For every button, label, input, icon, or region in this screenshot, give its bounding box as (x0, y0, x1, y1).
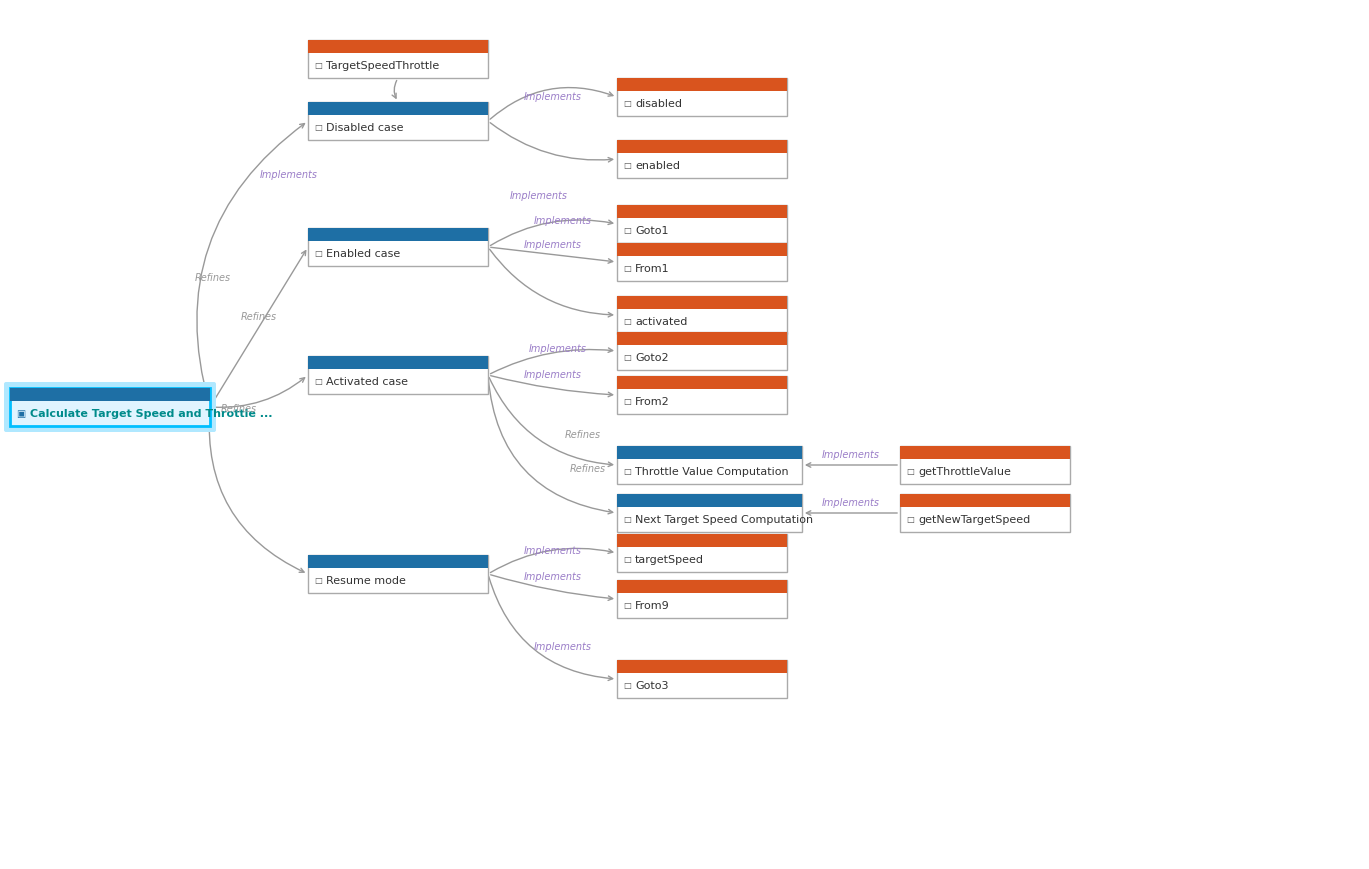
Text: disabled: disabled (635, 99, 682, 109)
Text: targetSpeed: targetSpeed (635, 554, 704, 565)
FancyBboxPatch shape (617, 534, 787, 547)
Text: Implements: Implements (523, 572, 582, 581)
FancyBboxPatch shape (617, 534, 787, 572)
Text: Implements: Implements (528, 344, 586, 354)
Text: □: □ (906, 515, 914, 524)
FancyBboxPatch shape (617, 78, 787, 91)
FancyBboxPatch shape (617, 332, 787, 345)
Text: Enabled case: Enabled case (326, 249, 400, 259)
FancyBboxPatch shape (617, 243, 787, 256)
Text: □: □ (623, 397, 631, 406)
Text: □: □ (623, 555, 631, 564)
Text: □: □ (623, 681, 631, 690)
Text: □: □ (906, 468, 914, 476)
Text: Implements: Implements (821, 450, 880, 460)
Text: □: □ (314, 576, 322, 585)
Text: □: □ (623, 264, 631, 273)
Text: Calculate Target Speed and Throttle ...: Calculate Target Speed and Throttle ... (30, 408, 272, 419)
FancyBboxPatch shape (617, 660, 787, 698)
FancyBboxPatch shape (617, 205, 787, 218)
Text: □: □ (623, 317, 631, 326)
FancyBboxPatch shape (308, 356, 487, 394)
Text: Implements: Implements (523, 370, 582, 380)
Text: getNewTargetSpeed: getNewTargetSpeed (919, 514, 1031, 525)
Text: getThrottleValue: getThrottleValue (919, 467, 1010, 477)
FancyBboxPatch shape (617, 205, 787, 243)
Text: Implements: Implements (511, 191, 568, 201)
FancyBboxPatch shape (617, 446, 802, 484)
FancyBboxPatch shape (899, 446, 1071, 460)
FancyBboxPatch shape (308, 102, 487, 116)
Text: From2: From2 (635, 396, 669, 407)
Text: □: □ (314, 123, 322, 132)
Text: □: □ (314, 377, 322, 386)
Text: Implements: Implements (260, 170, 318, 180)
Text: Refines: Refines (220, 404, 257, 414)
Text: Goto1: Goto1 (635, 226, 668, 235)
FancyBboxPatch shape (617, 580, 787, 618)
FancyBboxPatch shape (4, 382, 216, 432)
FancyBboxPatch shape (899, 494, 1071, 532)
FancyBboxPatch shape (308, 555, 487, 568)
Text: □: □ (314, 61, 322, 70)
Text: From9: From9 (635, 600, 669, 611)
Text: □: □ (314, 249, 322, 258)
Text: Refines: Refines (241, 312, 277, 322)
Text: Implements: Implements (534, 216, 591, 227)
FancyBboxPatch shape (617, 494, 802, 507)
Text: activated: activated (635, 316, 687, 327)
Text: Throttle Value Computation: Throttle Value Computation (635, 467, 789, 477)
FancyBboxPatch shape (617, 296, 787, 334)
Text: Implements: Implements (534, 641, 591, 652)
Text: Implements: Implements (523, 92, 582, 102)
FancyBboxPatch shape (617, 140, 787, 153)
Text: Implements: Implements (523, 547, 582, 556)
Text: Disabled case: Disabled case (326, 123, 404, 133)
Text: Activated case: Activated case (326, 376, 408, 387)
Text: □: □ (623, 601, 631, 610)
Text: ▣: ▣ (16, 408, 25, 419)
FancyBboxPatch shape (617, 243, 787, 281)
FancyBboxPatch shape (308, 40, 487, 78)
Text: TargetSpeedThrottle: TargetSpeedThrottle (326, 61, 439, 70)
FancyBboxPatch shape (617, 494, 802, 532)
FancyBboxPatch shape (308, 555, 487, 593)
FancyBboxPatch shape (899, 494, 1071, 507)
Text: Resume mode: Resume mode (326, 575, 405, 586)
Text: enabled: enabled (635, 161, 680, 170)
Text: Implements: Implements (523, 240, 582, 249)
Text: □: □ (623, 353, 631, 362)
FancyBboxPatch shape (617, 296, 787, 309)
Text: Refines: Refines (194, 273, 231, 283)
FancyBboxPatch shape (308, 228, 487, 266)
FancyBboxPatch shape (10, 388, 209, 426)
FancyBboxPatch shape (308, 356, 487, 369)
Text: Next Target Speed Computation: Next Target Speed Computation (635, 514, 813, 525)
FancyBboxPatch shape (617, 376, 787, 389)
Text: □: □ (623, 226, 631, 235)
FancyBboxPatch shape (10, 388, 209, 401)
Text: □: □ (623, 468, 631, 476)
FancyBboxPatch shape (308, 40, 487, 53)
Text: □: □ (623, 161, 631, 170)
FancyBboxPatch shape (617, 446, 802, 460)
Text: Implements: Implements (821, 498, 880, 508)
FancyBboxPatch shape (617, 580, 787, 594)
Text: Goto3: Goto3 (635, 680, 668, 691)
FancyBboxPatch shape (899, 446, 1071, 484)
FancyBboxPatch shape (617, 376, 787, 414)
Text: □: □ (623, 99, 631, 108)
FancyBboxPatch shape (617, 660, 787, 673)
Text: Goto2: Goto2 (635, 353, 668, 362)
Text: Refines: Refines (570, 464, 605, 474)
FancyBboxPatch shape (308, 228, 487, 242)
Text: □: □ (623, 515, 631, 524)
Text: From1: From1 (635, 263, 669, 274)
Text: Refines: Refines (564, 430, 601, 440)
FancyBboxPatch shape (617, 78, 787, 116)
FancyBboxPatch shape (617, 332, 787, 370)
FancyBboxPatch shape (308, 102, 487, 140)
FancyBboxPatch shape (617, 140, 787, 178)
